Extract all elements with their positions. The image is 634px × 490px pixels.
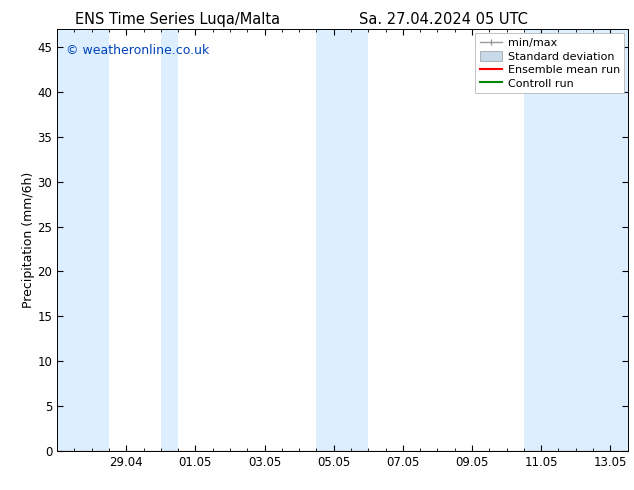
Legend: min/max, Standard deviation, Ensemble mean run, Controll run: min/max, Standard deviation, Ensemble me…	[476, 33, 624, 93]
Bar	[161, 29, 178, 451]
Bar	[316, 29, 368, 451]
Y-axis label: Precipitation (mm/6h): Precipitation (mm/6h)	[22, 172, 34, 308]
Bar	[524, 29, 628, 451]
Bar	[57, 29, 109, 451]
Text: ENS Time Series Luqa/Malta: ENS Time Series Luqa/Malta	[75, 12, 280, 27]
Text: © weatheronline.co.uk: © weatheronline.co.uk	[66, 44, 209, 57]
Text: Sa. 27.04.2024 05 UTC: Sa. 27.04.2024 05 UTC	[359, 12, 528, 27]
